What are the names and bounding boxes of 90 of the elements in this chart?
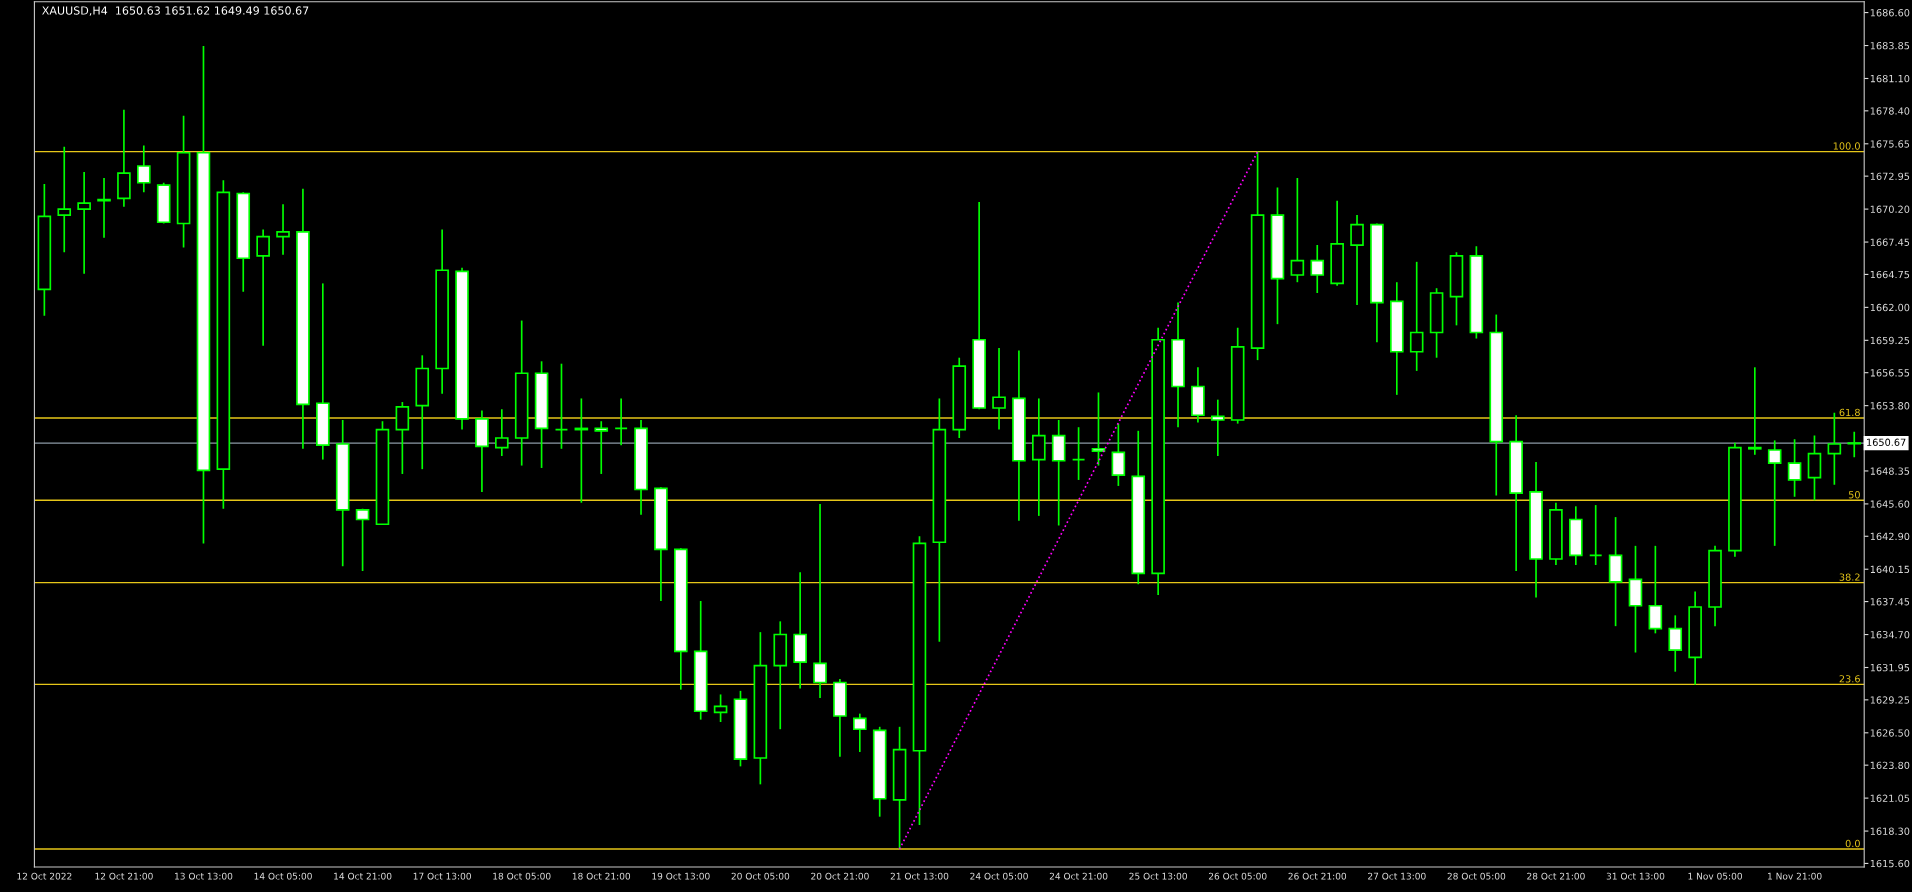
candlestick (1111, 422, 1126, 487)
annotation: 50 (1848, 491, 1860, 499)
x-tick-label: 31 Oct 13:00 (1606, 872, 1665, 880)
candlestick (554, 362, 569, 450)
y-tick-label: 1664.75 (1870, 270, 1910, 279)
candlestick (1668, 614, 1683, 673)
candlestick (137, 144, 151, 194)
x-tick-label: 12 Oct 2022 (17, 872, 72, 880)
y-tick-label: 1642.90 (1870, 532, 1910, 541)
x-tick-label: 1 Nov 21:00 (1768, 872, 1822, 880)
candlestick (256, 228, 270, 347)
candlestick (614, 397, 628, 447)
candlestick (1350, 214, 1364, 306)
y-tick-label: 1615.60 (1870, 859, 1910, 868)
candlestick (1588, 504, 1603, 566)
y-tick-label: 1686.60 (1870, 9, 1910, 17)
y-tick-label: 1653.80 (1870, 402, 1910, 410)
y-tick-label: 1629.25 (1870, 696, 1910, 704)
y-tick-label: 1631.95 (1870, 663, 1910, 672)
candlestick (395, 401, 410, 475)
x-tick-label: 21 Oct 13:00 (890, 872, 949, 880)
y-tick-label: 1656.55 (1870, 369, 1910, 377)
annotation: 100.0 (1833, 142, 1860, 150)
y-tick-label: 1667.45 (1870, 238, 1910, 246)
y-tick-label: 1645.60 (1870, 500, 1910, 508)
y-tick-label: 1634.70 (1870, 631, 1910, 639)
x-tick-label: 18 Oct 21:00 (572, 872, 631, 880)
y-tick-label: 1672.95 (1870, 172, 1910, 180)
x-tick-label: 14 Oct 05:00 (254, 872, 312, 880)
annotation: 38.2 (1839, 573, 1860, 581)
annotation: 0.0 (1845, 839, 1860, 848)
x-tick-label: 26 Oct 21:00 (1288, 872, 1347, 880)
y-tick-label: 1618.30 (1870, 827, 1910, 835)
candlestick (1032, 397, 1046, 517)
y-tick-label: 1626.50 (1870, 729, 1910, 737)
x-tick-label: 13 Oct 13:00 (175, 872, 233, 880)
x-tick-label: 12 Oct 21:00 (95, 872, 153, 880)
candlestick (57, 145, 72, 254)
y-tick-label: 1675.65 (1870, 140, 1910, 148)
x-tick-label: 1 Nov 05:00 (1688, 872, 1742, 880)
y-tick-label: 1662.00 (1870, 303, 1910, 312)
x-tick-label: 24 Oct 05:00 (970, 872, 1028, 880)
y-tick-label: 1621.05 (1870, 794, 1910, 802)
x-tick-label: 17 Oct 13:00 (413, 872, 471, 880)
candlestick (813, 503, 827, 699)
x-tick-label: 28 Oct 05:00 (1447, 872, 1506, 880)
candlestick (992, 347, 1006, 431)
x-tick-label: 19 Oct 13:00 (652, 872, 710, 880)
candlestick (1847, 430, 1862, 459)
candlestick (1648, 545, 1663, 635)
chart-title: XAUUSD,H4 1650.63 1651.62 1649.49 1650.67 (42, 6, 309, 16)
annotation: 61.8 (1839, 408, 1860, 417)
x-tick-label: 20 Oct 21:00 (811, 872, 869, 880)
candlestick (97, 177, 111, 239)
candlestick (1409, 261, 1424, 372)
candlestick (1211, 398, 1225, 457)
y-tick-label: 1640.15 (1870, 565, 1910, 574)
y-tick-label: 1678.40 (1870, 107, 1910, 115)
candlestick (1787, 438, 1802, 498)
candlestick (1091, 391, 1106, 467)
candlestick (1071, 426, 1086, 481)
y-tick-label: 1670.20 (1870, 205, 1910, 213)
annotation: 23.6 (1839, 675, 1860, 683)
candlestick (1767, 439, 1782, 547)
x-tick-label: 14 Oct 21:00 (334, 872, 392, 880)
candlestick (1290, 177, 1305, 284)
ref-line-label: 1650.67 (1867, 438, 1906, 446)
y-tick-label: 1681.10 (1870, 74, 1910, 83)
y-tick-label: 1637.45 (1870, 598, 1910, 606)
x-tick-label: 26 Oct 05:00 (1208, 872, 1267, 880)
candlestick (1748, 366, 1762, 456)
candlestick (1310, 244, 1325, 294)
y-tick-label: 1623.80 (1870, 761, 1910, 769)
x-tick-label: 24 Oct 21:00 (1049, 872, 1108, 880)
candlestick (77, 171, 91, 275)
candlestick (713, 693, 728, 723)
candlestick (853, 712, 867, 753)
x-tick-label: 27 Oct 13:00 (1368, 872, 1426, 880)
candlestick (1807, 434, 1822, 502)
candlestick (594, 420, 609, 475)
x-tick-label: 28 Oct 21:00 (1527, 872, 1585, 880)
x-tick-label: 25 Oct 13:00 (1129, 872, 1187, 880)
candlestick (355, 507, 370, 572)
candlestick (495, 408, 509, 457)
y-tick-label: 1648.35 (1870, 467, 1910, 475)
y-tick-label: 1683.85 (1870, 42, 1910, 50)
y-tick-label: 1659.25 (1870, 336, 1910, 345)
candlestick (276, 203, 290, 256)
x-tick-label: 20 Oct 05:00 (731, 872, 790, 880)
x-tick-label: 18 Oct 05:00 (493, 872, 551, 880)
